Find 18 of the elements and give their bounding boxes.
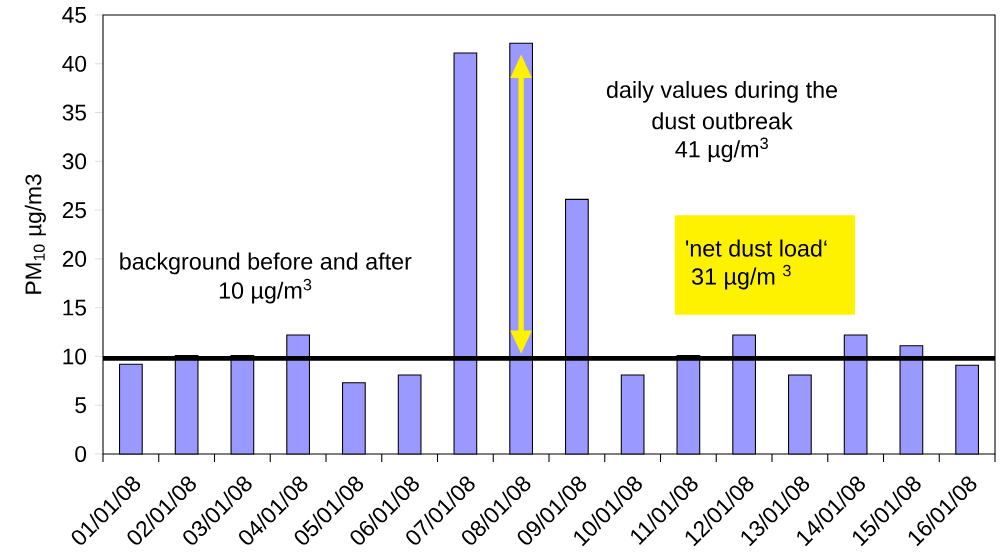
y-tick-label: 15	[63, 299, 86, 316]
y-tick-label: 40	[62, 55, 87, 72]
y-tick-label: 35	[62, 104, 86, 121]
y-tick-label: 20	[62, 250, 87, 267]
annotation: dust outbreak	[652, 112, 793, 130]
annotation: 'net dust load‘	[686, 239, 827, 257]
annotation: daily values during the	[606, 80, 838, 103]
y-tick-label: 10	[63, 348, 87, 365]
y-tick-label: 0	[75, 445, 87, 463]
y-axis-title: PM$_{10}$ µg/m3	[24, 174, 46, 294]
annotation: 41 µg/m$^{3}$	[675, 137, 768, 163]
y-tick-label: 45	[62, 7, 86, 23]
annotation: 31 µg/m $^{3}$	[692, 264, 791, 290]
annotation: 10 µg/m$^{3}$	[219, 278, 312, 304]
y-tick-label: 25	[62, 202, 86, 219]
y-tick-label: 5	[75, 397, 86, 414]
y-tick-label: 30	[62, 153, 87, 170]
annotation: background before and after	[120, 252, 412, 275]
